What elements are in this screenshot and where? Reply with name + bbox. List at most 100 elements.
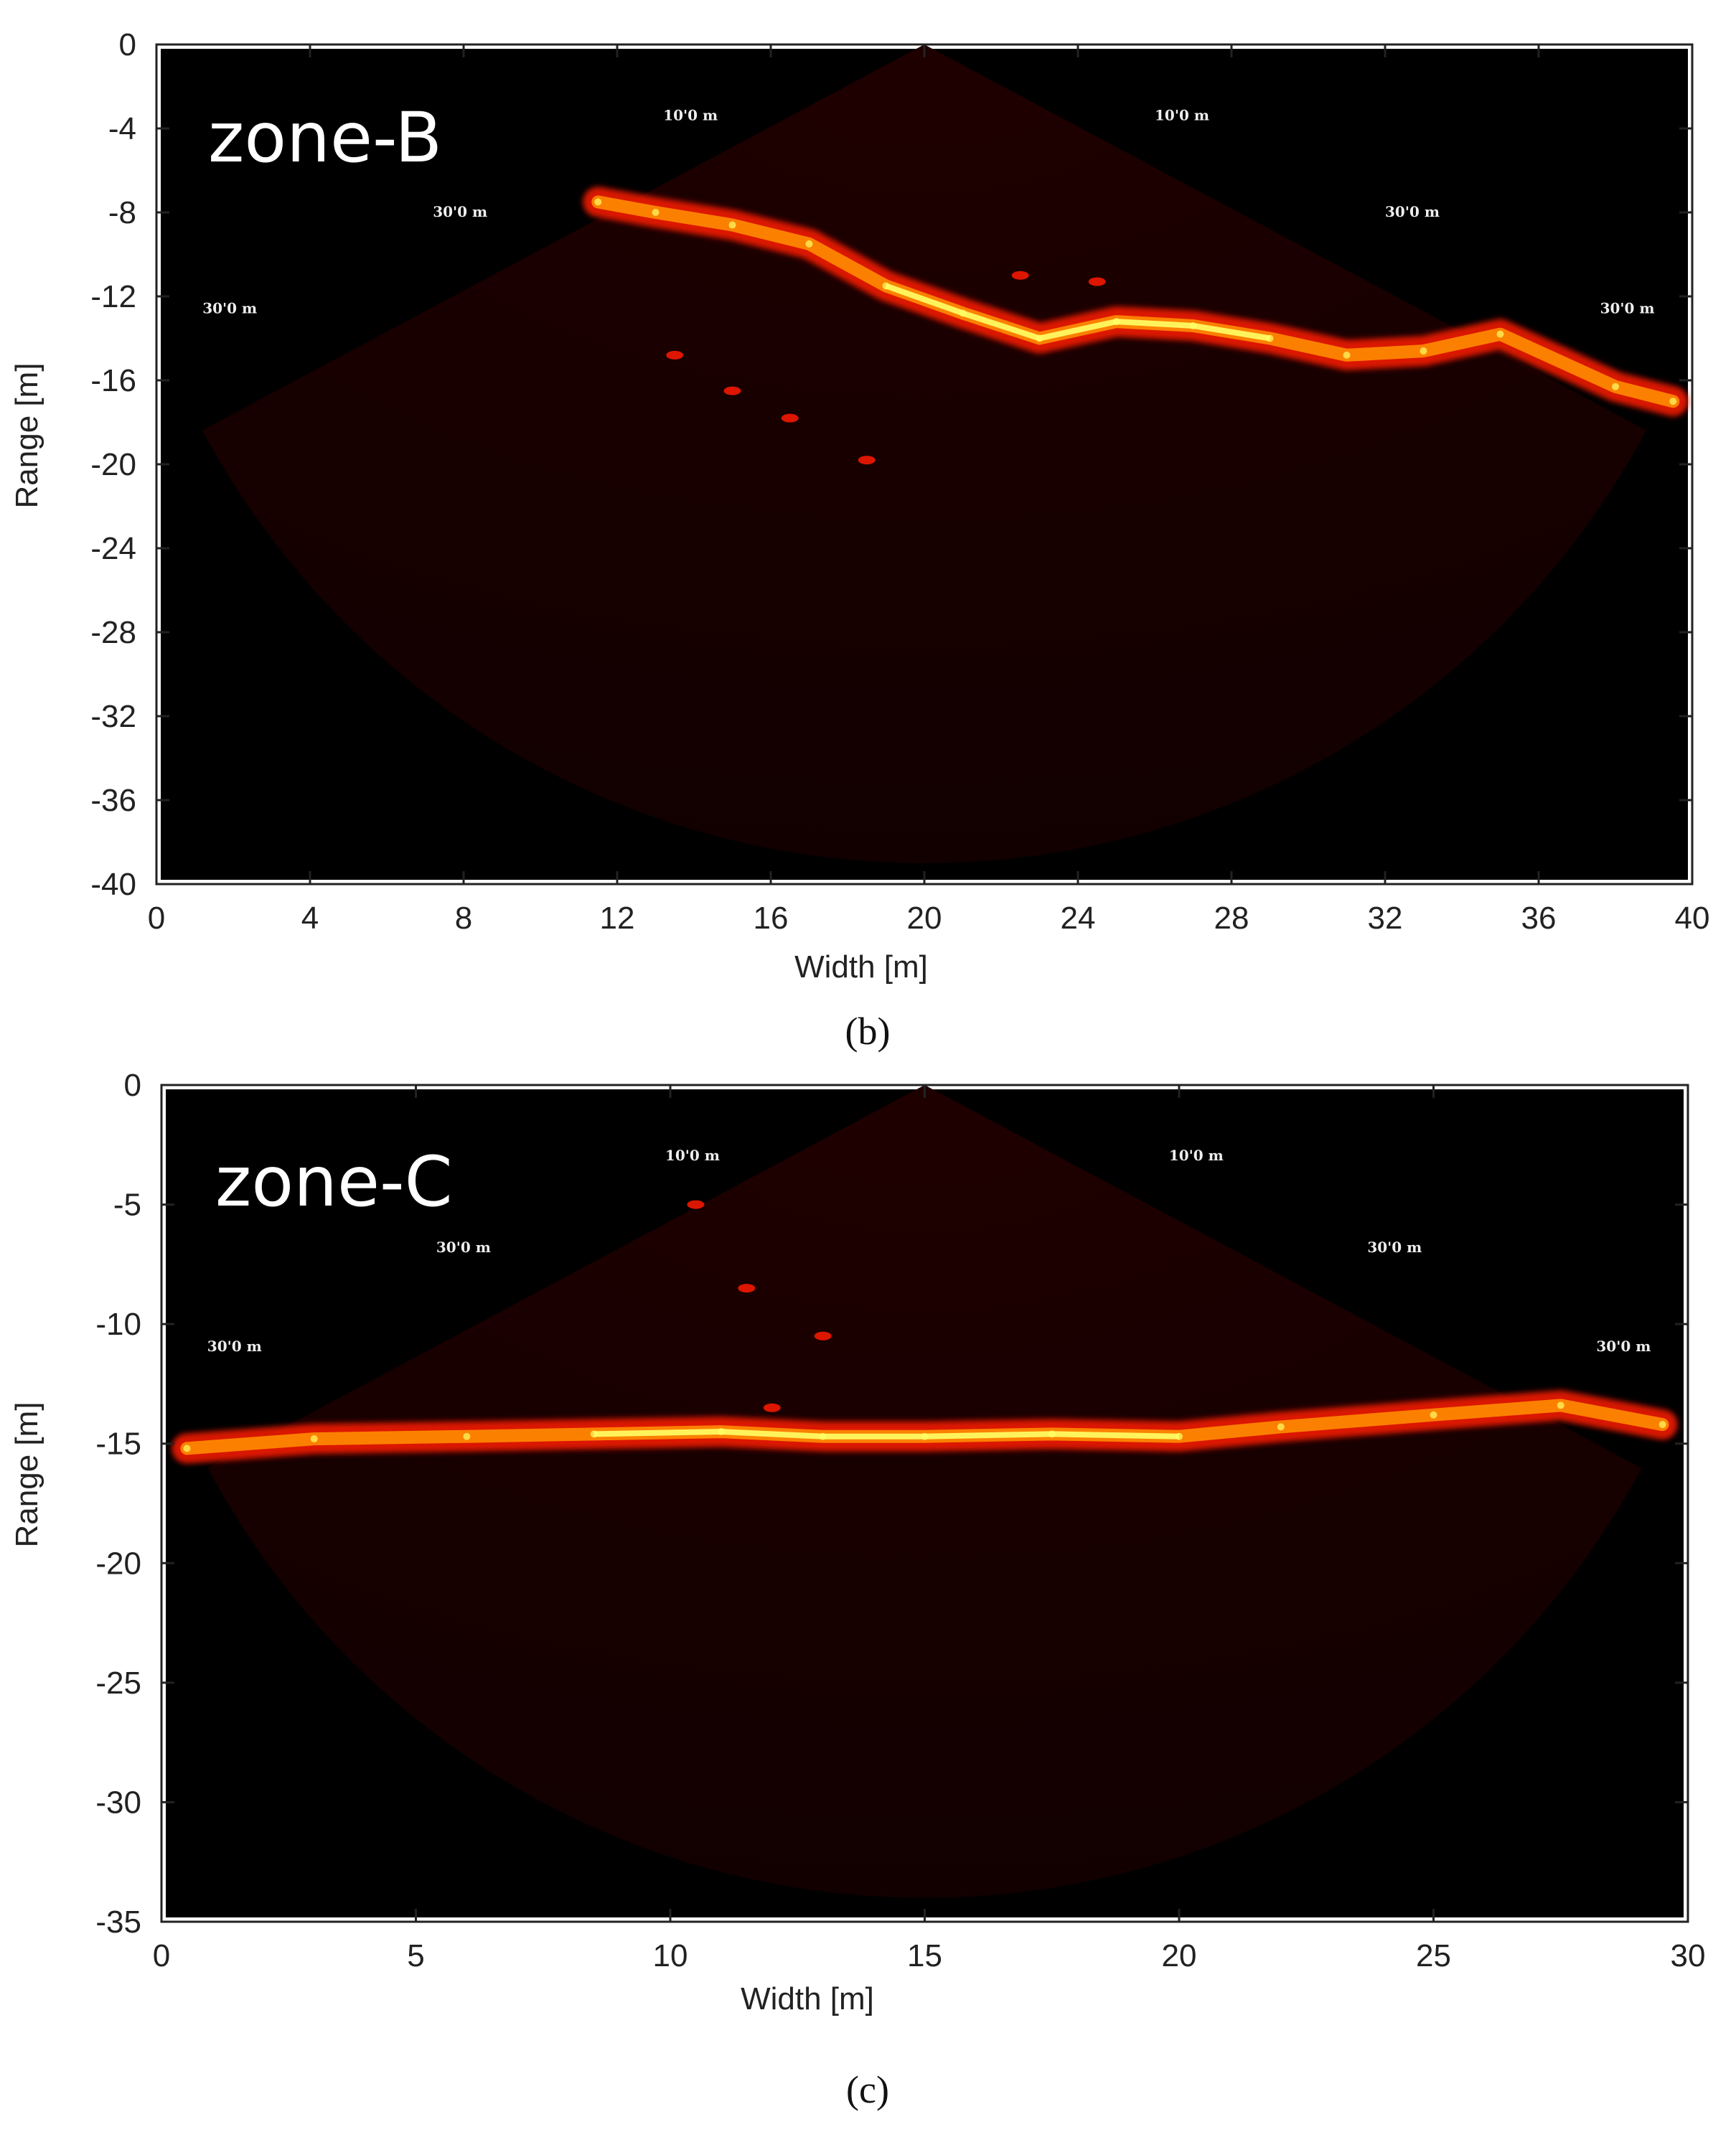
echo-profile-point	[1669, 398, 1677, 405]
x-tick-label: 8	[455, 901, 472, 936]
y-tick-label: -35	[95, 1905, 141, 1940]
echo-profile-point	[882, 282, 890, 290]
range-marker-label: 10'0 m	[663, 106, 718, 123]
y-tick-label: -30	[95, 1785, 141, 1820]
echo-point	[781, 413, 799, 423]
y-tick-label: -15	[95, 1427, 141, 1462]
echo-point	[1088, 277, 1106, 286]
x-tick-label: 30	[1671, 1938, 1706, 1973]
x-tick-label: 15	[907, 1938, 942, 1973]
echo-band-core	[885, 283, 1271, 342]
echo-point	[858, 456, 876, 465]
y-tick-label: -36	[90, 783, 136, 818]
echo-profile-point	[463, 1432, 471, 1440]
y-tick-label: -5	[113, 1188, 141, 1223]
x-tick-label: 5	[407, 1938, 424, 1973]
sonar-sector	[207, 1085, 1642, 1898]
y-tick-label: -8	[108, 195, 136, 230]
y-axis-title: Range [m]	[9, 1402, 44, 1548]
range-marker-label: 10'0 m	[1155, 106, 1209, 123]
echo-point	[687, 1200, 705, 1209]
x-tick-label: 25	[1416, 1938, 1451, 1973]
echo-profile-point	[1612, 382, 1619, 390]
y-tick-label: 0	[119, 27, 136, 62]
echo-profile-point	[805, 240, 813, 248]
y-tick-label: -28	[90, 615, 136, 650]
x-tick-label: 40	[1675, 901, 1710, 936]
x-tick-label: 28	[1214, 901, 1249, 936]
echo-profile-point	[959, 309, 967, 317]
x-axis-title: Width [m]	[741, 1981, 874, 2016]
x-tick-label: 12	[600, 901, 635, 936]
y-axis-title: Range [m]	[9, 363, 44, 509]
y-tick-label: 0	[124, 1068, 141, 1103]
x-tick-label: 16	[754, 901, 789, 936]
echo-profile-point	[1496, 330, 1504, 338]
echo-profile-point	[590, 1430, 598, 1438]
range-marker-label: 30'0 m	[207, 1338, 262, 1355]
echo-profile-point	[1112, 318, 1120, 326]
sonar-sector	[202, 44, 1647, 863]
echo-profile-point	[1557, 1401, 1564, 1409]
range-marker-label: 10'0 m	[1169, 1147, 1224, 1164]
y-tick-label: -20	[90, 447, 136, 482]
y-tick-label: -20	[95, 1546, 141, 1581]
y-tick-label: -4	[108, 111, 136, 146]
echo-profile-point	[819, 1432, 827, 1440]
echo-profile-point	[1277, 1423, 1285, 1431]
echo-point	[738, 1284, 756, 1293]
echo-point	[666, 350, 684, 360]
x-tick-label: 4	[301, 901, 319, 936]
x-tick-label: 24	[1061, 901, 1096, 936]
panel-tag: (b)	[845, 1010, 891, 1053]
echo-profile-point	[1176, 1432, 1183, 1440]
y-tick-label: -16	[90, 363, 136, 398]
panel-tag: (c)	[846, 2068, 889, 2111]
range-marker-label: 30'0 m	[1367, 1239, 1422, 1256]
echo-point	[1011, 271, 1029, 280]
x-tick-label: 20	[907, 901, 942, 936]
y-tick-label: -10	[95, 1307, 141, 1342]
y-tick-label: -40	[90, 867, 136, 902]
x-tick-label: 0	[148, 901, 165, 936]
zone-title: zone-C	[215, 1142, 453, 1222]
range-marker-label: 30'0 m	[433, 203, 487, 220]
zone-title: zone-B	[208, 98, 442, 178]
range-marker-label: 30'0 m	[1600, 299, 1655, 316]
echo-profile-point	[652, 209, 660, 216]
echo-point	[763, 1403, 781, 1412]
echo-profile-point	[717, 1428, 725, 1436]
echo-point	[814, 1331, 832, 1340]
echo-band-core	[593, 1429, 1180, 1440]
echo-profile-point	[1048, 1430, 1056, 1438]
echo-profile-point	[1658, 1421, 1666, 1429]
y-tick-label: -24	[90, 531, 136, 566]
range-marker-label: 30'0 m	[202, 299, 257, 316]
range-marker-label: 30'0 m	[1596, 1338, 1651, 1355]
x-tick-label: 10	[653, 1938, 688, 1973]
echo-profile-point	[310, 1435, 318, 1443]
echo-profile-point	[1189, 321, 1197, 329]
echo-profile-point	[183, 1445, 191, 1452]
x-tick-label: 36	[1521, 901, 1557, 936]
echo-profile-point	[594, 198, 602, 206]
x-tick-label: 32	[1368, 901, 1403, 936]
echo-profile-point	[1266, 334, 1274, 342]
range-marker-label: 10'0 m	[665, 1147, 720, 1164]
echo-profile-point	[1420, 347, 1427, 355]
echo-profile-point	[1430, 1411, 1437, 1419]
y-tick-label: -12	[90, 279, 136, 314]
chart-panel-zone-c: 10'0 m 10'0 m 30'0 m 30'0 m 30'0 m 30'0 m zone…	[9, 1068, 1705, 2111]
range-marker-label: 30'0 m	[436, 1239, 491, 1256]
y-tick-label: -25	[95, 1666, 141, 1701]
range-marker-label: 30'0 m	[1385, 203, 1440, 220]
x-tick-label: 0	[153, 1938, 170, 1973]
chart-panel-zone-b: 10'0 m 10'0 m 30'0 m 30'0 m 30'0 m 30'0 m zone…	[9, 27, 1709, 1053]
x-tick-label: 20	[1162, 1938, 1197, 1973]
echo-point	[723, 386, 741, 395]
y-tick-label: -32	[90, 699, 136, 734]
x-axis-title: Width [m]	[794, 949, 928, 985]
echo-profile-point	[728, 221, 736, 229]
echo-profile-point	[921, 1432, 929, 1440]
